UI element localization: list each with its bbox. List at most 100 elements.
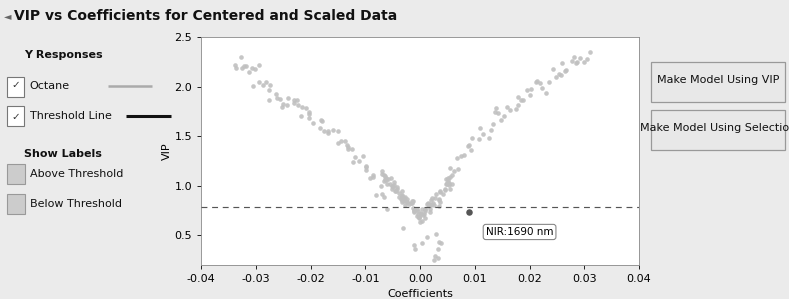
Text: Show Labels: Show Labels: [24, 149, 102, 159]
Point: [401, 200, 413, 205]
Point: [237, 64, 250, 69]
Point: [252, 79, 265, 84]
Point: [433, 239, 446, 244]
Point: [321, 131, 334, 135]
Point: [375, 184, 387, 188]
Point: [383, 182, 396, 187]
Point: [413, 219, 426, 224]
Point: [559, 67, 572, 72]
Point: [303, 112, 316, 116]
Point: [424, 203, 437, 208]
Point: [454, 154, 467, 158]
Point: [407, 199, 420, 204]
Point: [443, 183, 455, 188]
Point: [296, 104, 308, 109]
Point: [464, 148, 477, 153]
Point: [239, 64, 252, 68]
Point: [415, 219, 428, 224]
Point: [566, 59, 578, 63]
Point: [242, 69, 255, 74]
Text: Octane: Octane: [30, 81, 69, 91]
Point: [303, 116, 316, 120]
Point: [407, 208, 420, 212]
Text: Y Responses: Y Responses: [24, 50, 103, 60]
Point: [341, 143, 353, 147]
Point: [434, 189, 447, 194]
FancyBboxPatch shape: [7, 194, 25, 214]
Text: Threshold Line: Threshold Line: [30, 111, 111, 121]
FancyBboxPatch shape: [7, 77, 24, 97]
Point: [418, 206, 431, 211]
Point: [440, 176, 453, 181]
Point: [417, 213, 429, 218]
Point: [512, 94, 525, 99]
Point: [444, 174, 457, 179]
Point: [419, 206, 432, 211]
Point: [407, 209, 420, 214]
Point: [394, 197, 407, 202]
Point: [437, 192, 450, 196]
Point: [346, 159, 359, 164]
Point: [300, 106, 312, 110]
Point: [295, 114, 308, 119]
Point: [385, 175, 398, 180]
Point: [442, 181, 454, 185]
Point: [396, 226, 409, 231]
Point: [424, 207, 436, 212]
Point: [451, 156, 464, 161]
Point: [428, 202, 440, 207]
Point: [542, 80, 555, 85]
Point: [246, 83, 259, 88]
Point: [432, 255, 444, 260]
Point: [379, 176, 391, 181]
Point: [446, 173, 458, 178]
Point: [447, 168, 460, 173]
Point: [369, 193, 382, 197]
Point: [398, 196, 410, 200]
Point: [342, 146, 354, 151]
Point: [413, 215, 426, 220]
Point: [546, 67, 559, 72]
Point: [380, 175, 393, 180]
Point: [313, 126, 326, 131]
Point: [524, 93, 537, 97]
Point: [303, 109, 316, 114]
Point: [381, 207, 394, 212]
Point: [421, 234, 433, 239]
Point: [511, 103, 524, 108]
Point: [473, 137, 486, 141]
Point: [442, 178, 454, 183]
Point: [426, 201, 439, 206]
Point: [510, 107, 522, 112]
Point: [433, 204, 446, 209]
Point: [397, 199, 409, 204]
Point: [443, 165, 456, 170]
Point: [269, 92, 282, 97]
Point: [388, 182, 401, 187]
Point: [451, 167, 464, 171]
Point: [410, 206, 423, 211]
Point: [570, 61, 582, 66]
Point: [249, 67, 261, 72]
Point: [307, 120, 320, 125]
Point: [404, 201, 417, 206]
Point: [400, 200, 413, 205]
Point: [379, 174, 391, 179]
Point: [376, 171, 388, 176]
Point: [377, 179, 390, 183]
Point: [335, 138, 347, 143]
Point: [380, 182, 393, 187]
Point: [364, 176, 376, 181]
Point: [409, 246, 421, 251]
Text: ✓: ✓: [11, 80, 20, 90]
Point: [483, 136, 495, 141]
Point: [396, 195, 409, 200]
Point: [281, 103, 294, 107]
Text: VIP vs Coefficients for Centered and Scaled Data: VIP vs Coefficients for Centered and Sca…: [14, 9, 398, 23]
Point: [393, 191, 406, 196]
Point: [230, 66, 242, 71]
Text: ◄: ◄: [4, 11, 12, 21]
Point: [421, 201, 433, 206]
Point: [339, 139, 352, 144]
Point: [391, 184, 403, 189]
